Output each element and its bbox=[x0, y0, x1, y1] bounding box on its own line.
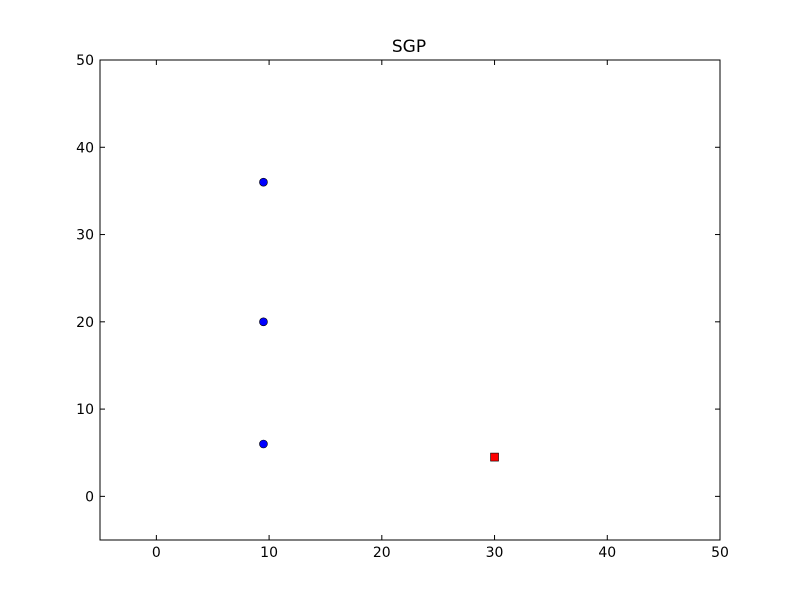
data-marks bbox=[259, 177, 499, 462]
x-tick-label: 50 bbox=[711, 545, 729, 561]
y-tick-label: 50 bbox=[76, 53, 94, 69]
x-tick-label: 30 bbox=[486, 545, 504, 561]
data-point-circle bbox=[259, 439, 268, 449]
data-point-circle bbox=[259, 317, 268, 327]
x-tick-label: 20 bbox=[373, 545, 391, 561]
chart-title: SGP bbox=[392, 37, 426, 57]
y-tick-label: 0 bbox=[85, 489, 94, 505]
y-tick-label: 10 bbox=[76, 402, 94, 418]
y-tick-label: 40 bbox=[76, 140, 94, 156]
y-tick-label: 30 bbox=[76, 228, 94, 244]
x-tick-label: 0 bbox=[152, 545, 161, 561]
x-tick-label: 10 bbox=[260, 545, 278, 561]
plot-frame bbox=[99, 59, 721, 541]
data-point-circle bbox=[259, 177, 268, 187]
data-point-square bbox=[490, 452, 499, 462]
axes: 0 10 20 30 40 50 0 10 20 30 40 50 bbox=[76, 53, 729, 561]
x-tick-label: 40 bbox=[598, 545, 616, 561]
y-tick-label: 20 bbox=[76, 315, 94, 331]
